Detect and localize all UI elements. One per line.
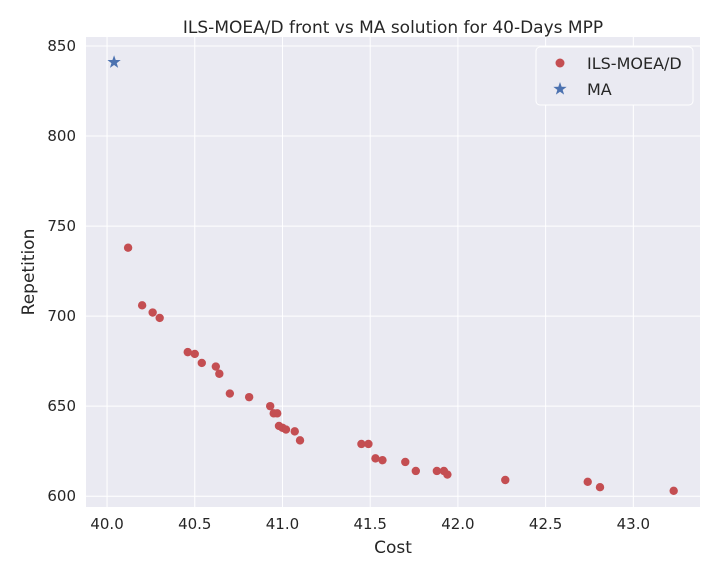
data-point-ils-moea-d <box>357 439 366 449</box>
y-tick-labels: 600 650 700 750 800 850 <box>47 37 76 505</box>
data-point-ils-moea-d <box>411 466 421 476</box>
data-point-ils-moea-d <box>364 439 373 449</box>
y-tick-label: 700 <box>47 307 76 325</box>
data-point-ils-moea-d <box>443 470 452 479</box>
data-point-ils-moea-d <box>371 454 380 463</box>
legend-box <box>535 46 694 106</box>
data-points <box>107 55 678 495</box>
legend-label-ma: MA <box>587 80 612 99</box>
data-point-ma <box>107 55 121 68</box>
data-point-ils-moea-d <box>295 436 305 445</box>
y-tick-label: 600 <box>47 487 76 505</box>
grid <box>86 37 700 507</box>
x-tick-label: 40.0 <box>90 515 123 533</box>
legend-marker-ils-moead <box>555 58 565 68</box>
data-point-ils-moea-d <box>211 362 221 371</box>
y-axis-label: Repetition <box>19 229 39 316</box>
x-tick-label: 43.0 <box>617 515 650 533</box>
data-point-ils-moea-d <box>401 457 410 467</box>
y-tick-label: 750 <box>47 217 76 235</box>
x-tick-label: 42.0 <box>441 515 474 533</box>
data-point-ils-moea-d <box>183 347 192 357</box>
data-point-ils-moea-d <box>281 425 291 434</box>
y-tick-label: 800 <box>47 127 76 145</box>
data-point-ils-moea-d <box>290 427 299 436</box>
data-point-ils-moea-d <box>197 358 206 368</box>
data-point-ils-moea-d <box>155 313 164 323</box>
plot-background <box>86 37 700 507</box>
legend-label-ils-moead: ILS-MOEA/D <box>587 54 682 73</box>
legend: ILS-MOEA/D MA <box>535 46 694 106</box>
x-tick-label: 41.0 <box>266 515 299 533</box>
chart-title: ILS-MOEA/D front vs MA solution for 40-D… <box>183 18 603 38</box>
data-point-ils-moea-d <box>583 477 592 486</box>
data-point-ils-moea-d <box>148 308 157 317</box>
data-point-ils-moea-d <box>137 301 147 310</box>
x-tick-label: 42.5 <box>529 515 562 533</box>
data-point-ils-moea-d <box>225 389 235 398</box>
data-point-ils-moea-d <box>123 243 133 252</box>
x-tick-label: 40.5 <box>178 515 211 533</box>
x-tick-labels: 40.0 40.5 41.0 41.5 42.0 42.5 43.0 <box>90 515 650 533</box>
x-axis-label: Cost <box>374 538 412 558</box>
y-tick-label: 850 <box>47 37 76 55</box>
data-point-ils-moea-d <box>273 409 282 418</box>
data-point-ils-moea-d <box>595 482 605 492</box>
data-point-ils-moea-d <box>215 369 224 378</box>
data-point-ils-moea-d <box>432 466 442 476</box>
data-point-ils-moea-d <box>378 455 387 465</box>
data-point-ils-moea-d <box>669 486 678 495</box>
y-tick-label: 650 <box>47 397 76 415</box>
data-point-ils-moea-d <box>266 401 275 411</box>
data-point-ils-moea-d <box>190 349 199 359</box>
x-tick-label: 41.5 <box>353 515 386 533</box>
data-point-ils-moea-d <box>244 392 254 402</box>
legend-marker-ma <box>553 82 567 95</box>
data-point-ils-moea-d <box>501 475 510 485</box>
